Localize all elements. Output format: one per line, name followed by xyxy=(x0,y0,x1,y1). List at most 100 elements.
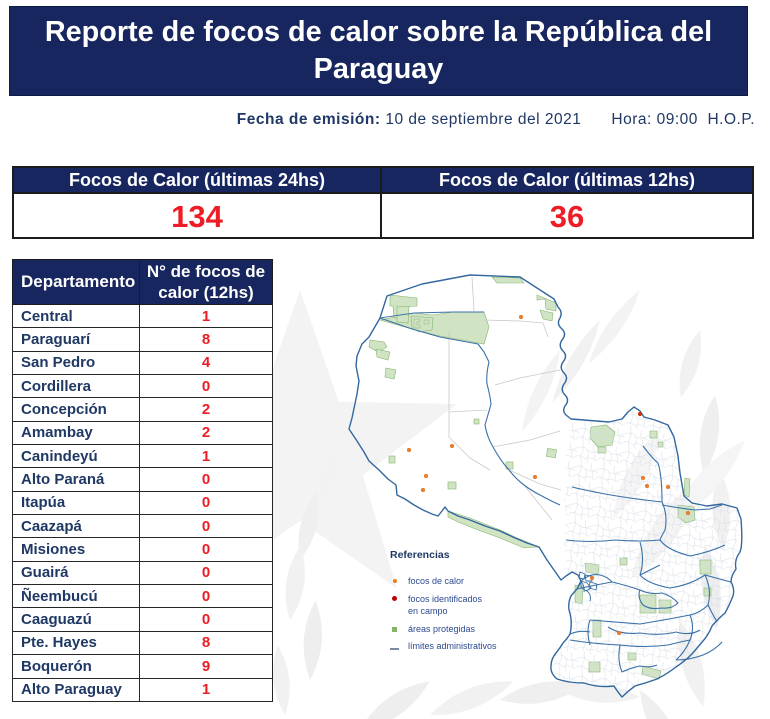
paraguay-map xyxy=(348,274,743,698)
department-count: 0 xyxy=(139,560,273,586)
department-row: Caazapá 0 xyxy=(12,514,273,539)
legend-label: áreas protegidas xyxy=(408,623,476,634)
department-name: Alto Paraná xyxy=(12,467,140,492)
summary-header-12h: Focos de Calor (últimas 12hs) xyxy=(380,166,754,194)
hotspot-dot xyxy=(518,314,524,320)
hotspot-dot xyxy=(449,443,455,449)
count-header: N° de focos de calor (12hs) xyxy=(139,259,273,305)
department-count: 0 xyxy=(139,607,273,632)
department-count: 1 xyxy=(139,677,273,702)
hotspot-dot xyxy=(423,473,429,479)
department-borders xyxy=(379,311,732,673)
department-count: 8 xyxy=(139,327,273,352)
emission-time: Hora: 09:00 H.O.P. xyxy=(611,111,755,128)
department-count: 0 xyxy=(139,374,273,399)
page-title: Reporte de focos de calor sobre la Repúb… xyxy=(44,16,713,85)
department-count: 0 xyxy=(139,537,273,562)
department-count: 1 xyxy=(139,303,273,329)
department-count: 0 xyxy=(139,584,273,609)
emission-meta: Fecha de emisión: 10 de septiembre del 2… xyxy=(237,111,755,129)
department-name: Guairá xyxy=(12,560,140,586)
summary-value-12h: 36 xyxy=(380,192,754,239)
department-name: Alto Paraguay xyxy=(12,677,140,702)
field-hotspot-dot xyxy=(637,411,643,417)
department-row: Central 1 xyxy=(12,303,273,329)
department-name: Caazapá xyxy=(12,514,140,539)
department-count: 2 xyxy=(139,420,273,446)
red-dot-icon xyxy=(390,595,399,601)
field-hotspot-dots xyxy=(637,411,643,417)
department-row: Paraguarí 8 xyxy=(12,327,273,352)
department-count: 2 xyxy=(139,397,273,422)
department-name: Central xyxy=(12,303,140,329)
hotspot-dots xyxy=(406,314,691,636)
legend-title: Referencias xyxy=(390,549,450,561)
emission-date-label: Fecha de emisión: xyxy=(236,111,381,128)
chaco-district-borders xyxy=(448,276,562,521)
department-name: Ñeembucú xyxy=(12,584,140,609)
hotspot-dot xyxy=(406,447,412,453)
legend-item: áreas protegidas xyxy=(390,623,497,636)
hotspot-dot xyxy=(644,483,650,489)
department-name: San Pedro xyxy=(12,350,140,376)
gray-line-icon xyxy=(390,644,399,650)
department-count: 1 xyxy=(139,444,273,469)
summary-value-row: 134 36 xyxy=(12,192,754,239)
department-count: 0 xyxy=(139,514,273,539)
legend-label: focos de calor xyxy=(408,576,465,586)
department-row: Canindeyú 1 xyxy=(12,444,273,469)
hotspot-dot xyxy=(665,484,671,490)
hotspot-dot xyxy=(532,474,538,480)
department-row: Caaguazú 0 xyxy=(12,607,273,632)
title-banner: Reporte de focos de calor sobre la Repúb… xyxy=(9,6,748,96)
department-count: 8 xyxy=(139,630,273,656)
summary-header-row: Focos de Calor (últimas 24hs) Focos de C… xyxy=(12,166,754,194)
department-name: Boquerón xyxy=(12,654,140,679)
department-count: 9 xyxy=(139,654,273,679)
department-name: Cordillera xyxy=(12,374,140,399)
department-count: 4 xyxy=(139,350,273,376)
summary-header-24h: Focos de Calor (últimas 24hs) xyxy=(12,166,382,194)
department-row: Concepción 2 xyxy=(12,397,273,422)
department-table: Departamento N° de focos de calor (12hs)… xyxy=(12,259,273,702)
department-name: Caaguazú xyxy=(12,607,140,632)
country-outline xyxy=(348,274,743,698)
summary-table: Focos de Calor (últimas 24hs) Focos de C… xyxy=(12,166,754,239)
department-row: Alto Paraguay 1 xyxy=(12,677,273,702)
department-row: Misiones 0 xyxy=(12,537,273,562)
summary-value-24h: 134 xyxy=(12,192,382,239)
department-row: Cordillera 0 xyxy=(12,374,273,399)
legend-item: focos identificados en campo xyxy=(390,593,497,618)
department-name: Paraguarí xyxy=(12,327,140,352)
emission-date-value: 10 de septiembre del 2021 xyxy=(380,111,582,128)
department-header: Departamento xyxy=(12,259,140,305)
department-name: Misiones xyxy=(12,537,140,562)
legend-label: focos identificados en campo xyxy=(408,593,483,617)
department-name: Concepción xyxy=(12,397,140,422)
department-row: Ñeembucú 0 xyxy=(12,584,273,609)
green-square-icon xyxy=(390,626,399,632)
map-legend: Referencias focos de calor focos identifi… xyxy=(390,549,497,658)
department-name: Amambay xyxy=(12,420,140,446)
hotspot-dot xyxy=(616,630,622,636)
department-row: Pte. Hayes 8 xyxy=(12,630,273,656)
department-row: San Pedro 4 xyxy=(12,350,273,376)
district-mesh xyxy=(551,408,741,697)
department-row: Itapúa 0 xyxy=(12,490,273,516)
department-name: Itapúa xyxy=(12,490,140,516)
hotspot-dot xyxy=(589,575,595,581)
hotspot-dot xyxy=(640,475,646,481)
department-name: Canindeyú xyxy=(12,444,140,469)
legend-label: límites administrativos xyxy=(408,641,497,651)
department-count: 0 xyxy=(139,467,273,492)
department-row: Guairá 0 xyxy=(12,560,273,586)
department-name: Pte. Hayes xyxy=(12,630,140,656)
hotspot-dot xyxy=(420,487,426,493)
hotspot-dot xyxy=(685,510,691,516)
department-row: Alto Paraná 0 xyxy=(12,467,273,492)
department-header-row: Departamento N° de focos de calor (12hs) xyxy=(12,259,273,305)
department-row: Amambay 2 xyxy=(12,420,273,446)
department-count: 0 xyxy=(139,490,273,516)
department-row: Boquerón 9 xyxy=(12,654,273,679)
